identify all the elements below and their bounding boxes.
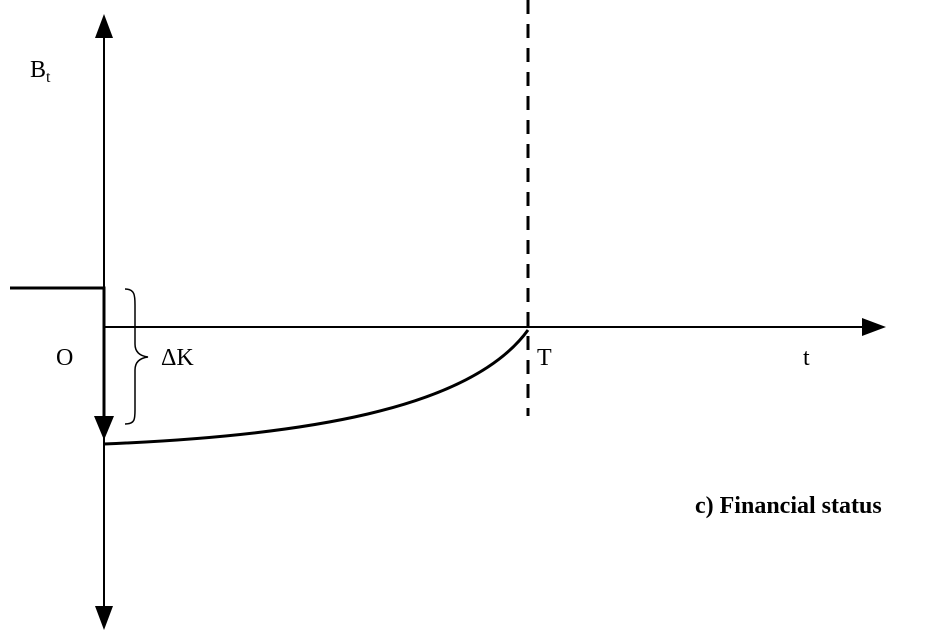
y-axis-label: Bt [30, 57, 50, 86]
y-axis-label-main: B [30, 57, 47, 83]
origin-label: O [56, 345, 74, 371]
delta-k-label: ΔK [161, 345, 194, 371]
initial-level-line [10, 286, 106, 420]
y-axis-down-arrow [95, 606, 113, 630]
t-point-label: T [537, 345, 552, 371]
x-axis-label: t [803, 345, 810, 371]
recovery-curve [103, 329, 530, 446]
y-axis-up-arrow [95, 14, 113, 38]
delta-k-brace [124, 288, 149, 425]
jump-down-arrow [94, 416, 114, 440]
y-axis-label-subscript: t [46, 69, 51, 86]
diagram-caption: c) Financial status [695, 493, 882, 519]
x-axis-arrow [862, 318, 886, 336]
